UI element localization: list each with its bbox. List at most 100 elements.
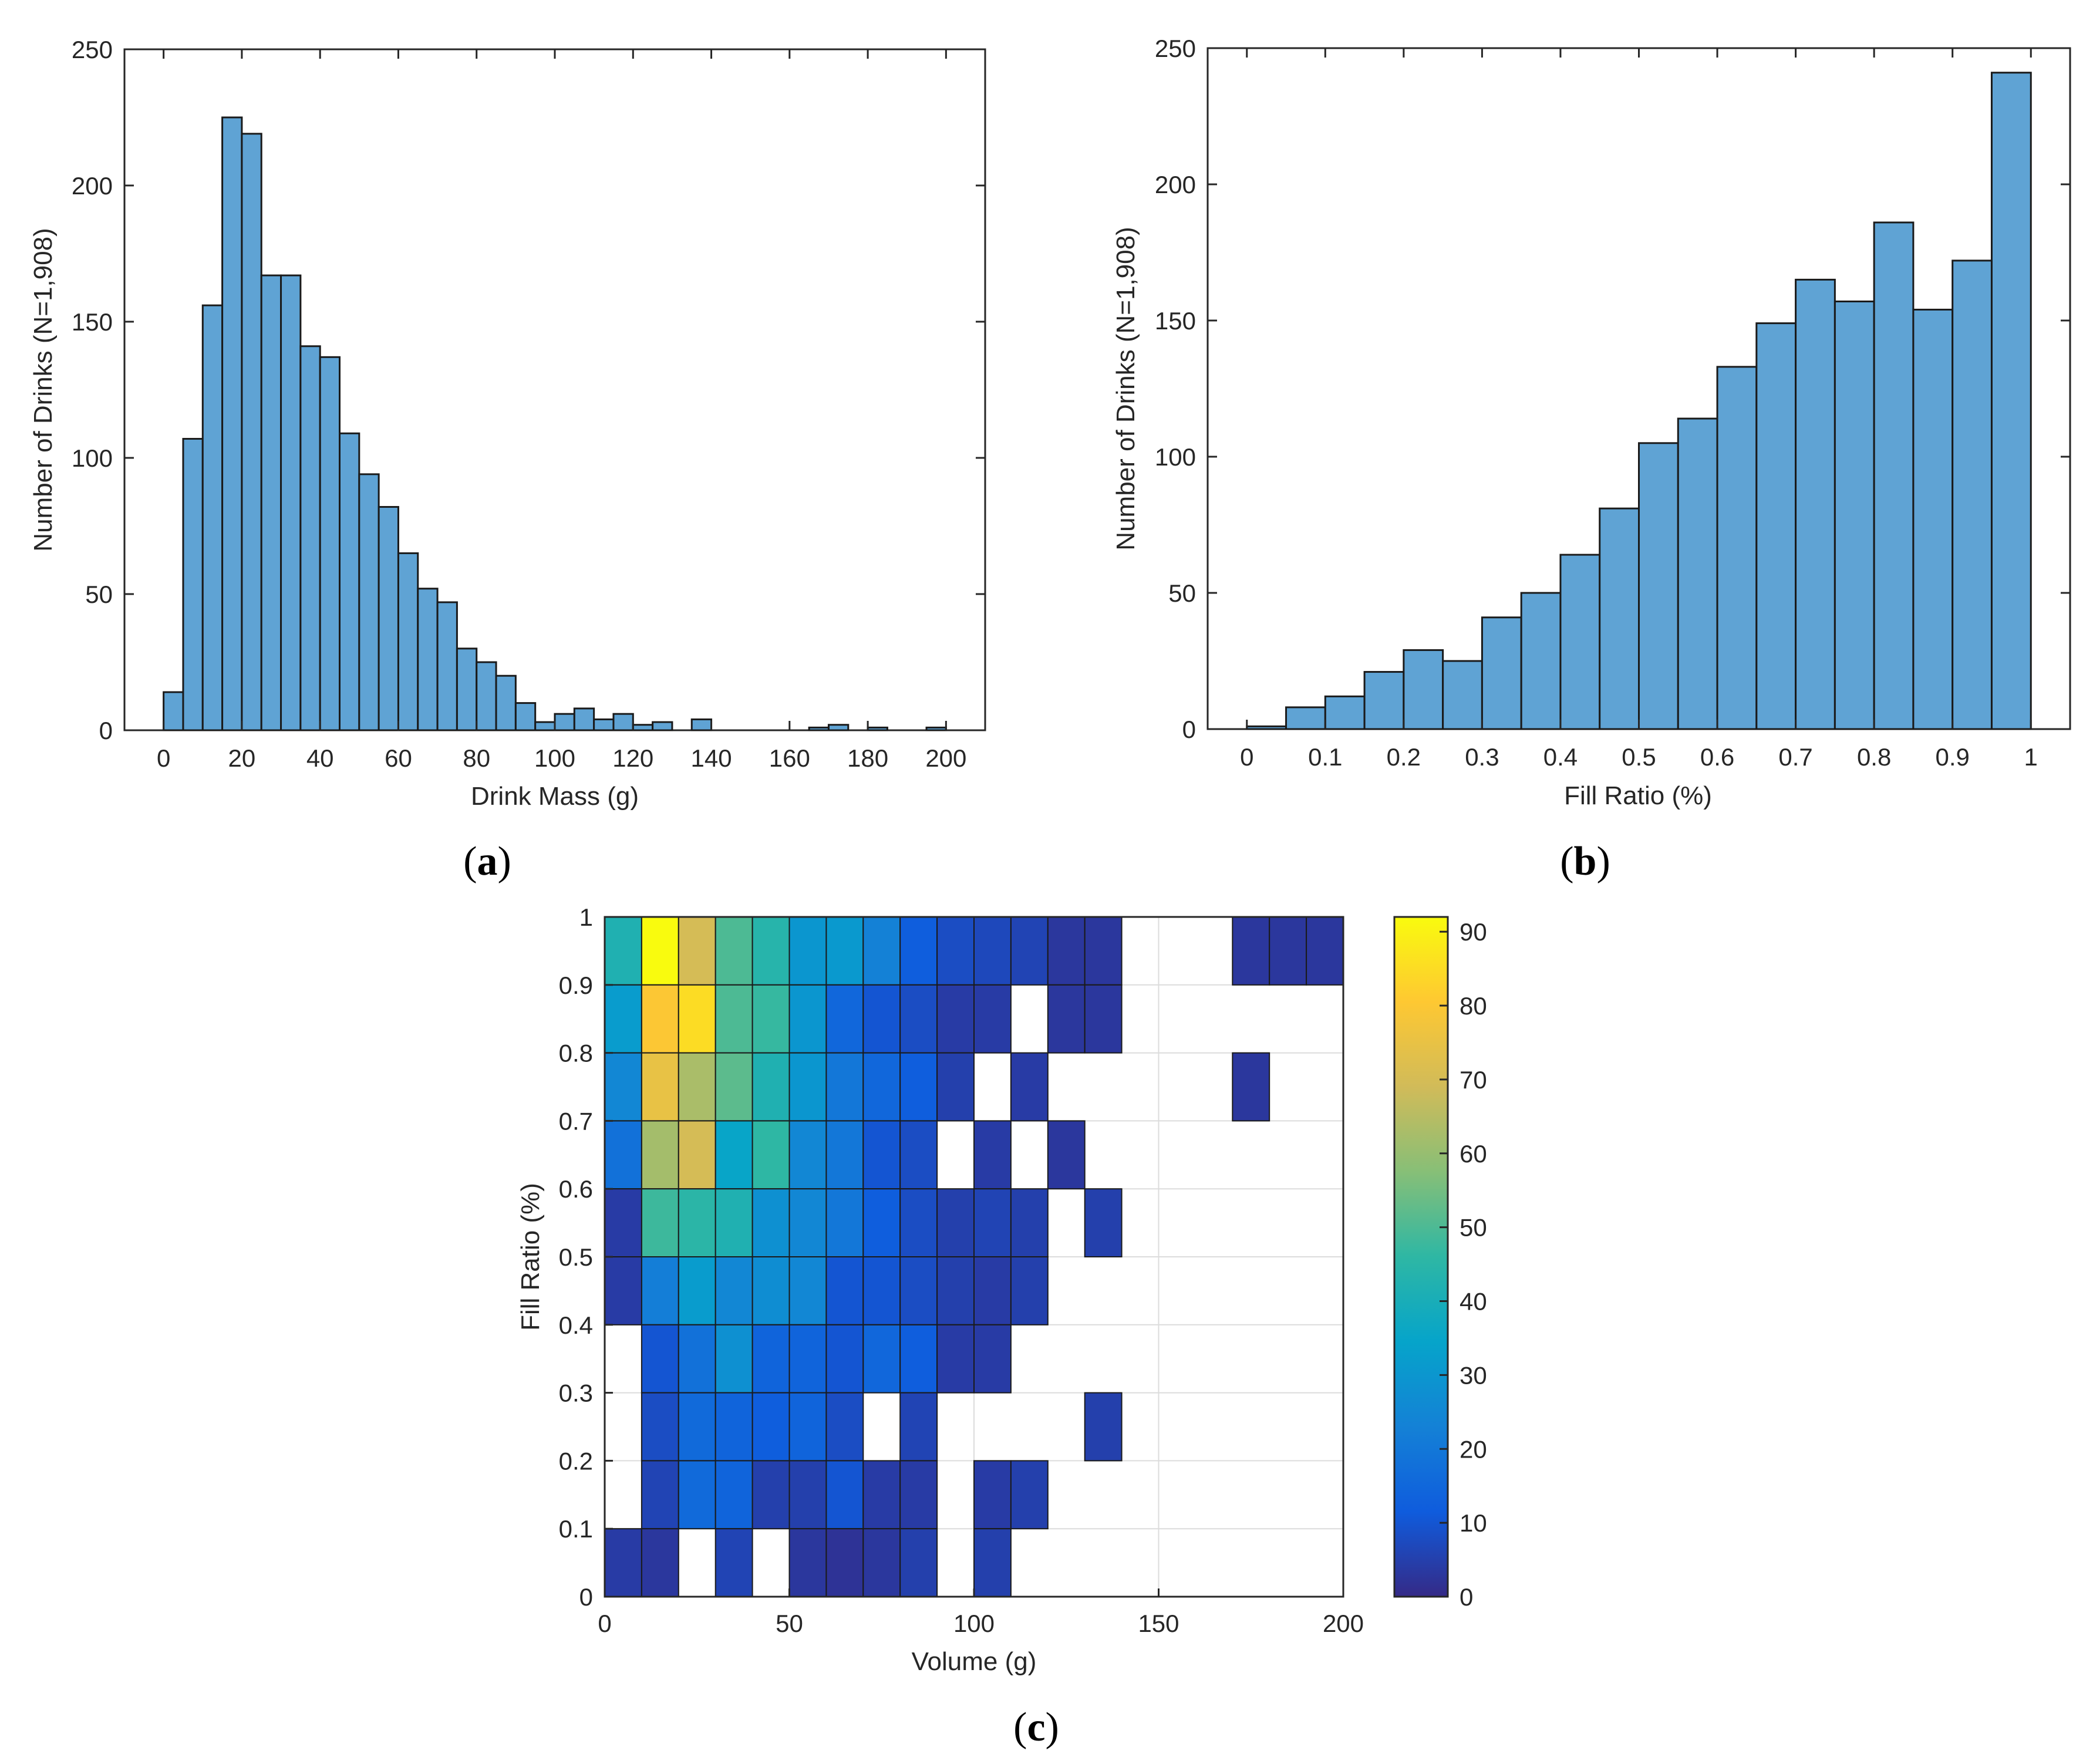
heatmap-cell-0-8 [899, 916, 938, 986]
heatmap-cell-2-1 [641, 1052, 679, 1122]
colorbar-ticks: 0 10 20 30 40 50 60 70 80 90 [1440, 918, 1487, 1611]
heatmap-cell-9-6 [825, 1528, 864, 1597]
heatmap-x-tick-label: 50 [776, 1610, 803, 1637]
heatmap-y-tick-label: 0.7 [559, 1107, 593, 1135]
heatmap-cell-5-7 [862, 1256, 901, 1325]
heatmap-cell-8-1 [641, 1460, 679, 1530]
heatmap-cell-8-6 [825, 1460, 864, 1530]
x-axis-label: Fill Ratio (%) [1564, 781, 1712, 810]
mass-bar-14 [436, 601, 458, 731]
heatmap-cell-2-6 [825, 1052, 864, 1122]
heatmap-cell-0-6 [825, 916, 864, 986]
heatmap-cell-9-5 [788, 1528, 827, 1597]
heatmap-x-tick-label: 0 [598, 1610, 611, 1637]
mass-x-tick-label: 80 [463, 744, 490, 772]
heatmap-cell-7-8 [899, 1392, 938, 1462]
mass-bar-28 [808, 726, 830, 731]
fill-bar-16 [1873, 221, 1915, 730]
heatmap-cell-5-2 [678, 1256, 716, 1325]
heatmap-cell-0-1 [641, 916, 679, 986]
mass-bar-27 [690, 718, 713, 731]
y-axis-label: Number of Drinks (N=1,908) [29, 228, 58, 551]
heatmap-cell-3-7 [862, 1120, 901, 1190]
mass-x-tick-label: 140 [691, 744, 732, 772]
fill-bar-9 [1599, 507, 1640, 730]
fill-bar-17 [1912, 308, 1954, 730]
heatmap-cell-4-2 [678, 1188, 716, 1257]
heatmap-cell-0-19 [1306, 916, 1344, 986]
heatmap-y-tick-label: 0.3 [559, 1380, 593, 1407]
heatmap-cell-4-6 [825, 1188, 864, 1257]
fill-y-tick-label: 250 [1155, 35, 1196, 62]
heatmap-cell-1-5 [788, 984, 827, 1054]
heatmap-cell-3-2 [678, 1120, 716, 1190]
fill-x-tick-label: 0 [1240, 743, 1253, 771]
panel-label-b: (b) [1560, 839, 1610, 884]
heatmap-cell-5-3 [714, 1256, 753, 1325]
y-axis-label: Number of Drinks (N=1,908) [1111, 227, 1140, 550]
mass-bar-22 [593, 718, 615, 731]
heatmap-cell-0-3 [714, 916, 753, 986]
heatmap-cell-6-6 [825, 1324, 864, 1394]
heatmap-cell-0-12 [1047, 916, 1086, 986]
fill-y-tick-label: 100 [1155, 443, 1196, 471]
heatmap-cell-8-4 [751, 1460, 790, 1530]
heatmap-cell-0-9 [936, 916, 975, 986]
heatmap-cell-6-2 [678, 1324, 716, 1394]
heatmap-cell-2-2 [678, 1052, 716, 1122]
axes: 0 50 100 150 200 0 0.1 0.2 0.3 0.4 0.5 0.6 0.7 0.8 0.9… [559, 903, 1364, 1637]
heatmap-cell-4-5 [788, 1188, 827, 1257]
heatmap-y-tick-label: 0.9 [559, 972, 593, 999]
heatmap-cell-0-13 [1084, 916, 1123, 986]
mass-bar-4 [241, 133, 262, 731]
heatmap-y-tick-label: 0.6 [559, 1175, 593, 1203]
mass-bar-25 [652, 721, 673, 731]
bar-series [163, 116, 947, 731]
heatmap-cell-3-1 [641, 1120, 679, 1190]
colorbar-tick-label: 50 [1460, 1214, 1487, 1242]
mass-bar-0 [163, 691, 184, 731]
mass-bar-2 [201, 304, 224, 731]
fill-x-tick-label: 0.4 [1543, 743, 1578, 771]
heatmap-cell-1-1 [641, 984, 679, 1054]
heatmap-cell-2-17 [1232, 1052, 1270, 1122]
heatmap-cell-1-9 [936, 984, 975, 1054]
heatmap-cell-9-7 [862, 1528, 901, 1597]
heatmap-y-tick-label: 0.8 [559, 1040, 593, 1067]
mass-bar-21 [573, 707, 595, 731]
fill-x-tick-label: 0.6 [1700, 743, 1734, 771]
heatmap-cell-7-2 [678, 1392, 716, 1462]
fill-bar-10 [1638, 442, 1679, 730]
mass-bar-23 [612, 713, 634, 731]
fill-y-tick-label: 50 [1168, 579, 1196, 607]
fill-bar-18 [1952, 259, 1993, 730]
x-axis-label: Volume (g) [912, 1647, 1037, 1676]
heatmap-cell-7-5 [788, 1392, 827, 1462]
heatmap-cell-6-1 [641, 1324, 679, 1394]
fill-bar-11 [1677, 417, 1718, 730]
mass-bar-10 [358, 473, 380, 731]
mass-bar-17 [495, 674, 517, 731]
heatmap-y-tick-label: 0.4 [559, 1311, 593, 1339]
heatmap-cell-7-1 [641, 1392, 679, 1462]
panel-label-a: (a) [463, 839, 511, 884]
heatmap-x-tick-label: 200 [1323, 1610, 1364, 1637]
heatmap-cell-8-5 [788, 1460, 827, 1530]
heatmap-cell-4-9 [936, 1188, 975, 1257]
axes: 0 20 40 60 80 100 120 140 160 180 200 0 50 100 150 200 2… [72, 36, 985, 772]
mass-x-tick-label: 60 [385, 744, 412, 772]
fill-bar-14 [1795, 278, 1836, 730]
x-axis-label: Drink Mass (g) [471, 782, 639, 811]
heatmap-cell-1-4 [751, 984, 790, 1054]
heatmap-cell-0-17 [1232, 916, 1270, 986]
heatmap-cells [604, 916, 1344, 1597]
heatmap-cell-3-12 [1047, 1120, 1086, 1190]
mass-x-tick-label: 100 [534, 744, 575, 772]
heatmap-cell-8-10 [973, 1460, 1012, 1530]
heatmap-cell-4-1 [641, 1188, 679, 1257]
heatmap-cell-2-7 [862, 1052, 901, 1122]
heatmap-volume-vs-fill-ratio: 0 50 100 150 20000.10.20.30.40.50.60.70.80.9… [516, 903, 1487, 1750]
heatmap-cell-4-13 [1084, 1188, 1123, 1257]
colorbar-tick-label: 60 [1460, 1140, 1487, 1168]
heatmap-cell-7-13 [1084, 1392, 1123, 1462]
